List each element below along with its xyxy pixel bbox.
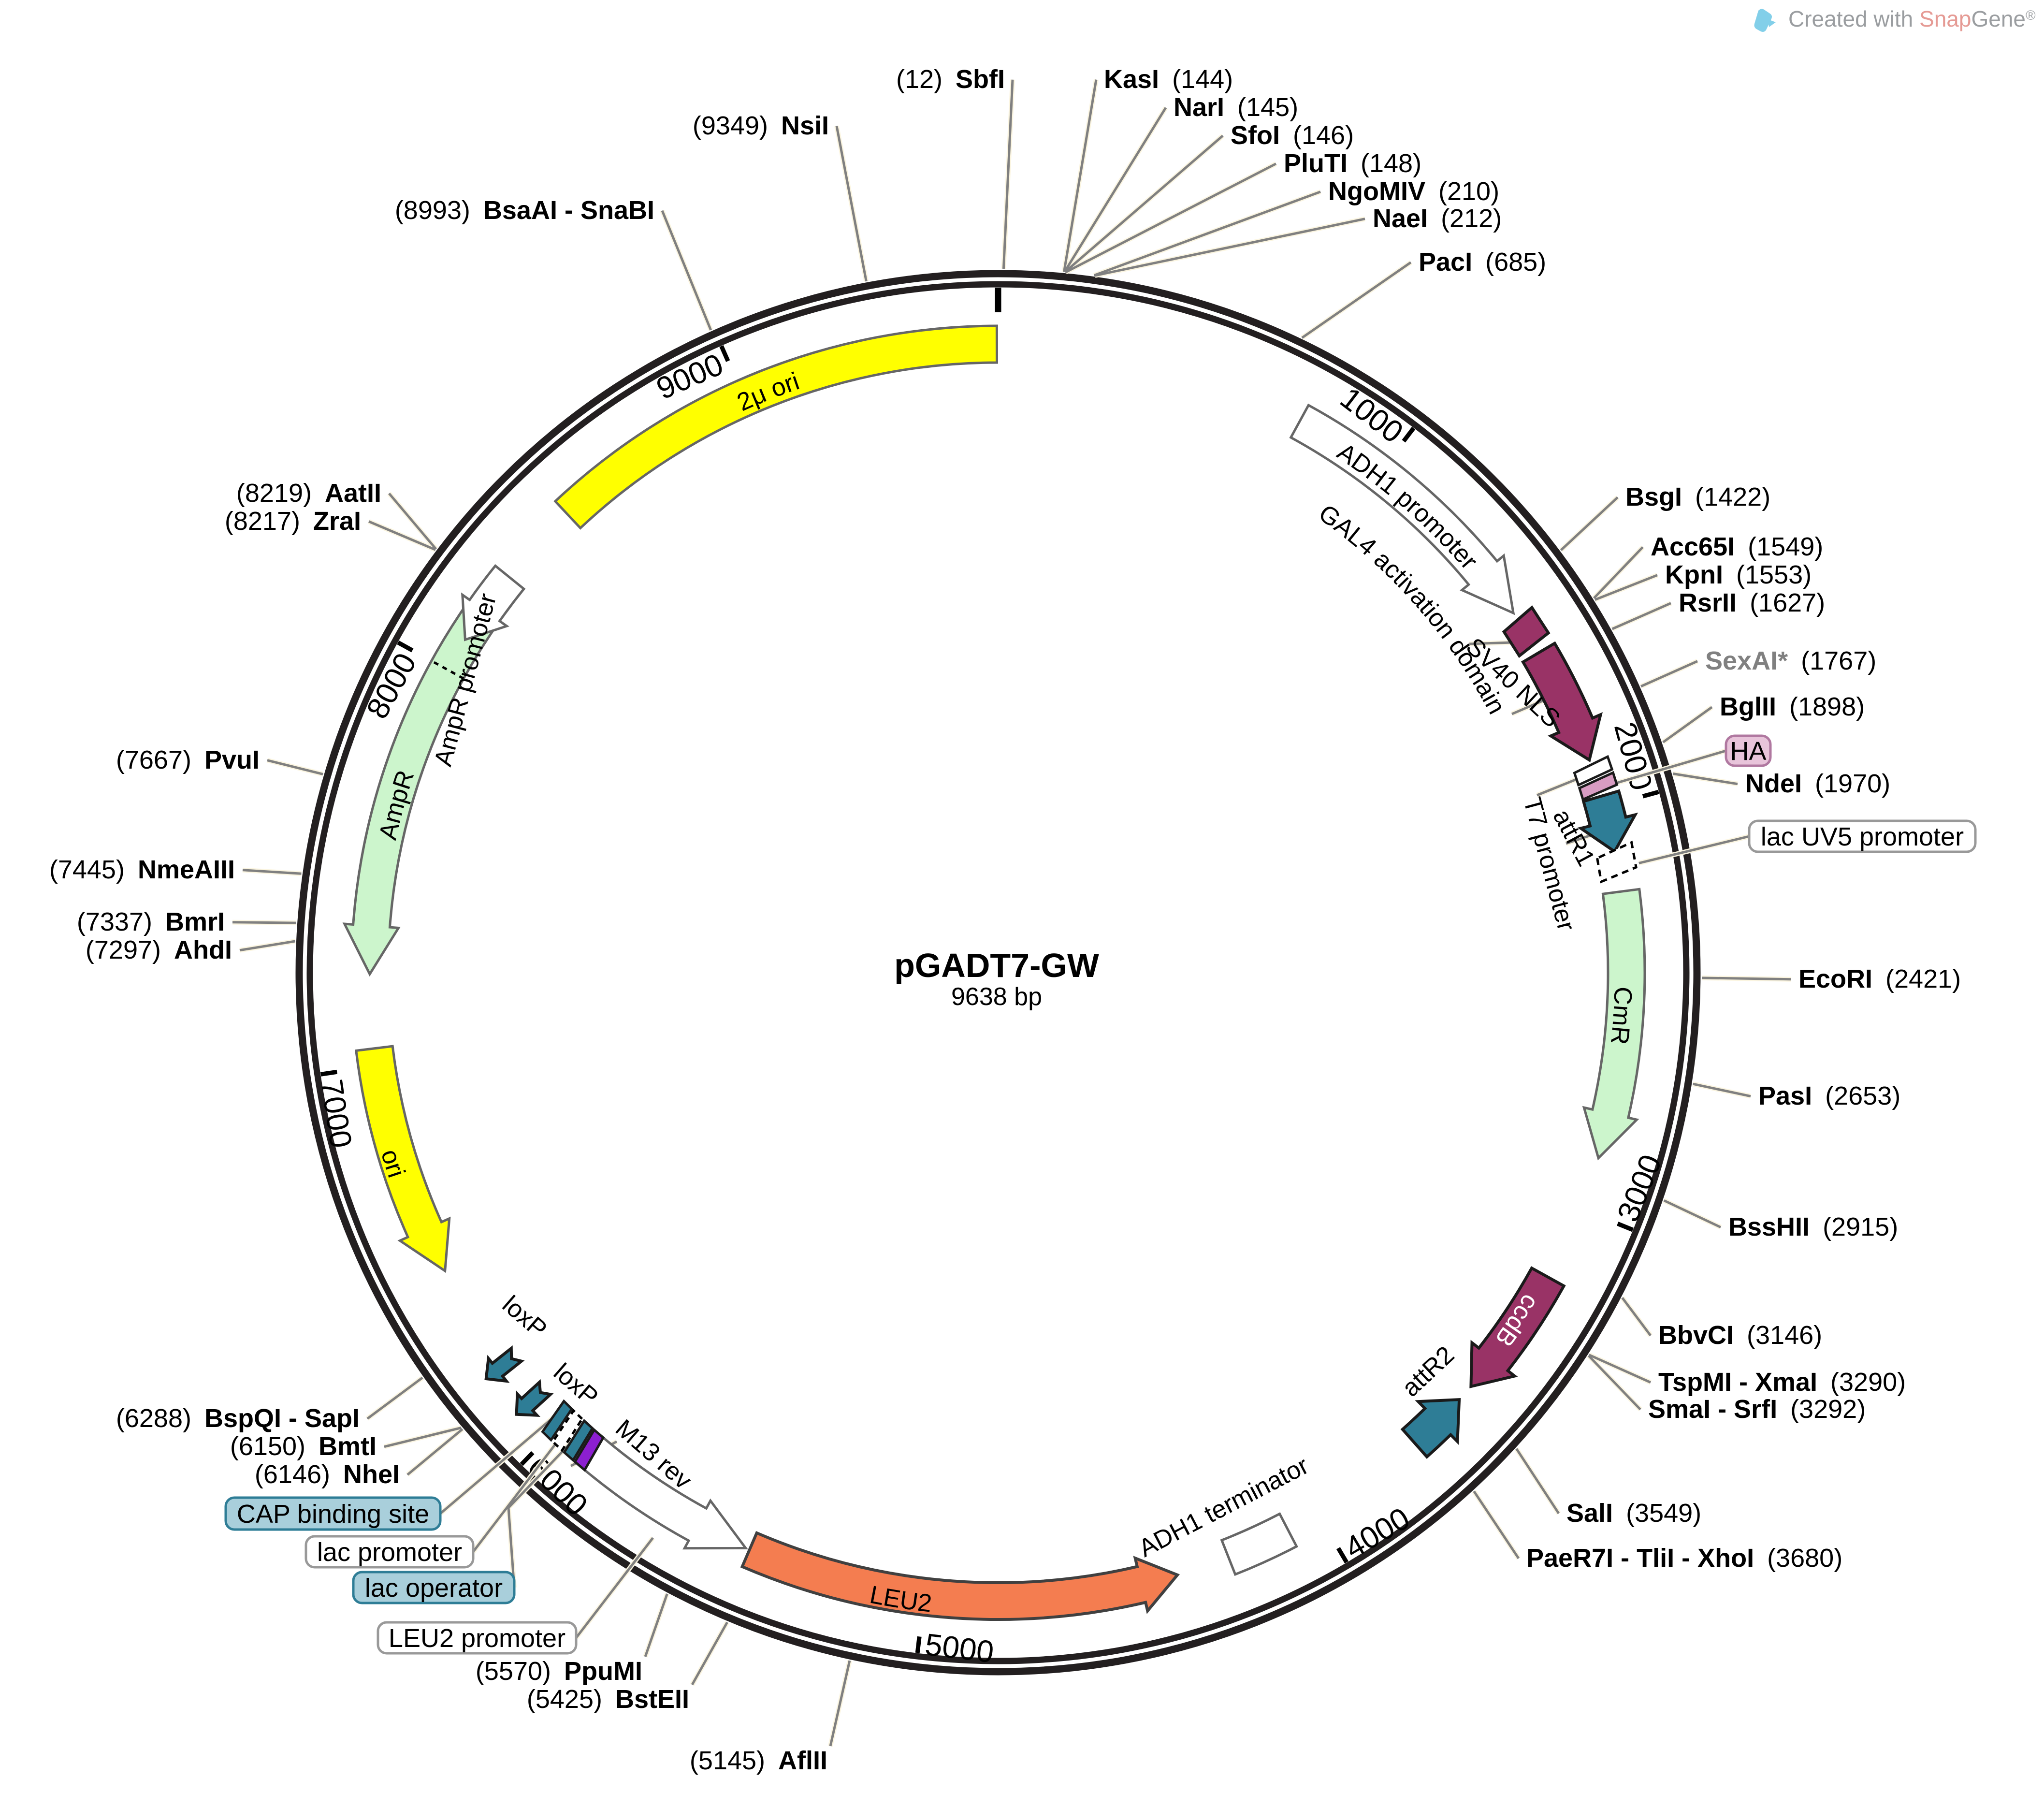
svg-text:SmaI - SrfI (3292): SmaI - SrfI (3292) bbox=[1648, 1395, 1866, 1424]
svg-text:PluTI (148): PluTI (148) bbox=[1284, 149, 1421, 178]
svg-text:NaeI (212): NaeI (212) bbox=[1373, 204, 1502, 233]
svg-text:NarI (145): NarI (145) bbox=[1174, 93, 1298, 122]
svg-text:(5570) PpuMI: (5570) PpuMI bbox=[476, 1657, 642, 1686]
svg-text:BbvCI (3146): BbvCI (3146) bbox=[1658, 1321, 1822, 1350]
svg-text:(7337) BmrI: (7337) BmrI bbox=[77, 907, 225, 936]
svg-text:(12) SbfI: (12) SbfI bbox=[896, 65, 1005, 94]
svg-text:BglII (1898): BglII (1898) bbox=[1720, 692, 1865, 721]
svg-text:(5425) BstEII: (5425) BstEII bbox=[527, 1685, 689, 1714]
svg-text:(7297) AhdI: (7297) AhdI bbox=[86, 935, 232, 964]
svg-text:HA: HA bbox=[1730, 737, 1766, 766]
svg-text:CmR: CmR bbox=[1605, 986, 1637, 1046]
svg-text:pGADT7-GW: pGADT7-GW bbox=[894, 947, 1099, 984]
svg-text:SfoI (146): SfoI (146) bbox=[1231, 121, 1354, 150]
svg-text:PasI (2653): PasI (2653) bbox=[1758, 1081, 1900, 1110]
svg-text:lac operator: lac operator bbox=[365, 1574, 503, 1603]
svg-text:PacI (685): PacI (685) bbox=[1419, 248, 1546, 277]
svg-text:KpnI (1553): KpnI (1553) bbox=[1665, 560, 1812, 589]
svg-text:(8219) AatII: (8219) AatII bbox=[236, 479, 381, 508]
svg-text:lac UV5 promoter: lac UV5 promoter bbox=[1761, 822, 1964, 851]
svg-text:(7445) NmeAIII: (7445) NmeAIII bbox=[49, 855, 235, 884]
svg-text:9638 bp: 9638 bp bbox=[951, 983, 1042, 1011]
svg-text:NdeI (1970): NdeI (1970) bbox=[1745, 769, 1890, 798]
svg-text:PaeR7I - TliI - XhoI (3680): PaeR7I - TliI - XhoI (3680) bbox=[1526, 1544, 1842, 1573]
svg-text:5000: 5000 bbox=[923, 1627, 996, 1669]
svg-text:TspMI - XmaI (3290): TspMI - XmaI (3290) bbox=[1658, 1368, 1906, 1397]
svg-text:SalI (3549): SalI (3549) bbox=[1566, 1499, 1701, 1528]
svg-text:(7667) PvuI: (7667) PvuI bbox=[116, 745, 260, 774]
svg-text:EcoRI (2421): EcoRI (2421) bbox=[1798, 964, 1961, 993]
svg-text:RsrII (1627): RsrII (1627) bbox=[1679, 588, 1825, 617]
svg-text:(6288) BspQI - SapI: (6288) BspQI - SapI bbox=[116, 1404, 360, 1433]
svg-text:(6146) NheI: (6146) NheI bbox=[255, 1460, 400, 1489]
svg-text:SexAI* (1767): SexAI* (1767) bbox=[1705, 646, 1876, 675]
svg-text:CAP binding site: CAP binding site bbox=[237, 1500, 429, 1529]
svg-text:LEU2 promoter: LEU2 promoter bbox=[389, 1624, 565, 1653]
svg-text:(6150) BmtI: (6150) BmtI bbox=[230, 1432, 377, 1461]
svg-text:(9349) NsiI: (9349) NsiI bbox=[693, 111, 829, 140]
svg-text:BssHII (2915): BssHII (2915) bbox=[1728, 1212, 1898, 1241]
svg-text:NgoMIV (210): NgoMIV (210) bbox=[1328, 177, 1499, 206]
svg-text:Created with SnapGene®: Created with SnapGene® bbox=[1788, 6, 2036, 31]
svg-text:(8993) BsaAI - SnaBI: (8993) BsaAI - SnaBI bbox=[395, 196, 654, 225]
svg-text:BsgI (1422): BsgI (1422) bbox=[1625, 482, 1770, 511]
svg-text:(8217) ZraI: (8217) ZraI bbox=[225, 507, 361, 536]
svg-text:Acc65I (1549): Acc65I (1549) bbox=[1651, 532, 1823, 561]
svg-text:(5145) AflII: (5145) AflII bbox=[690, 1746, 827, 1775]
svg-text:lac promoter: lac promoter bbox=[317, 1538, 462, 1567]
svg-text:KasI (144): KasI (144) bbox=[1104, 65, 1233, 94]
